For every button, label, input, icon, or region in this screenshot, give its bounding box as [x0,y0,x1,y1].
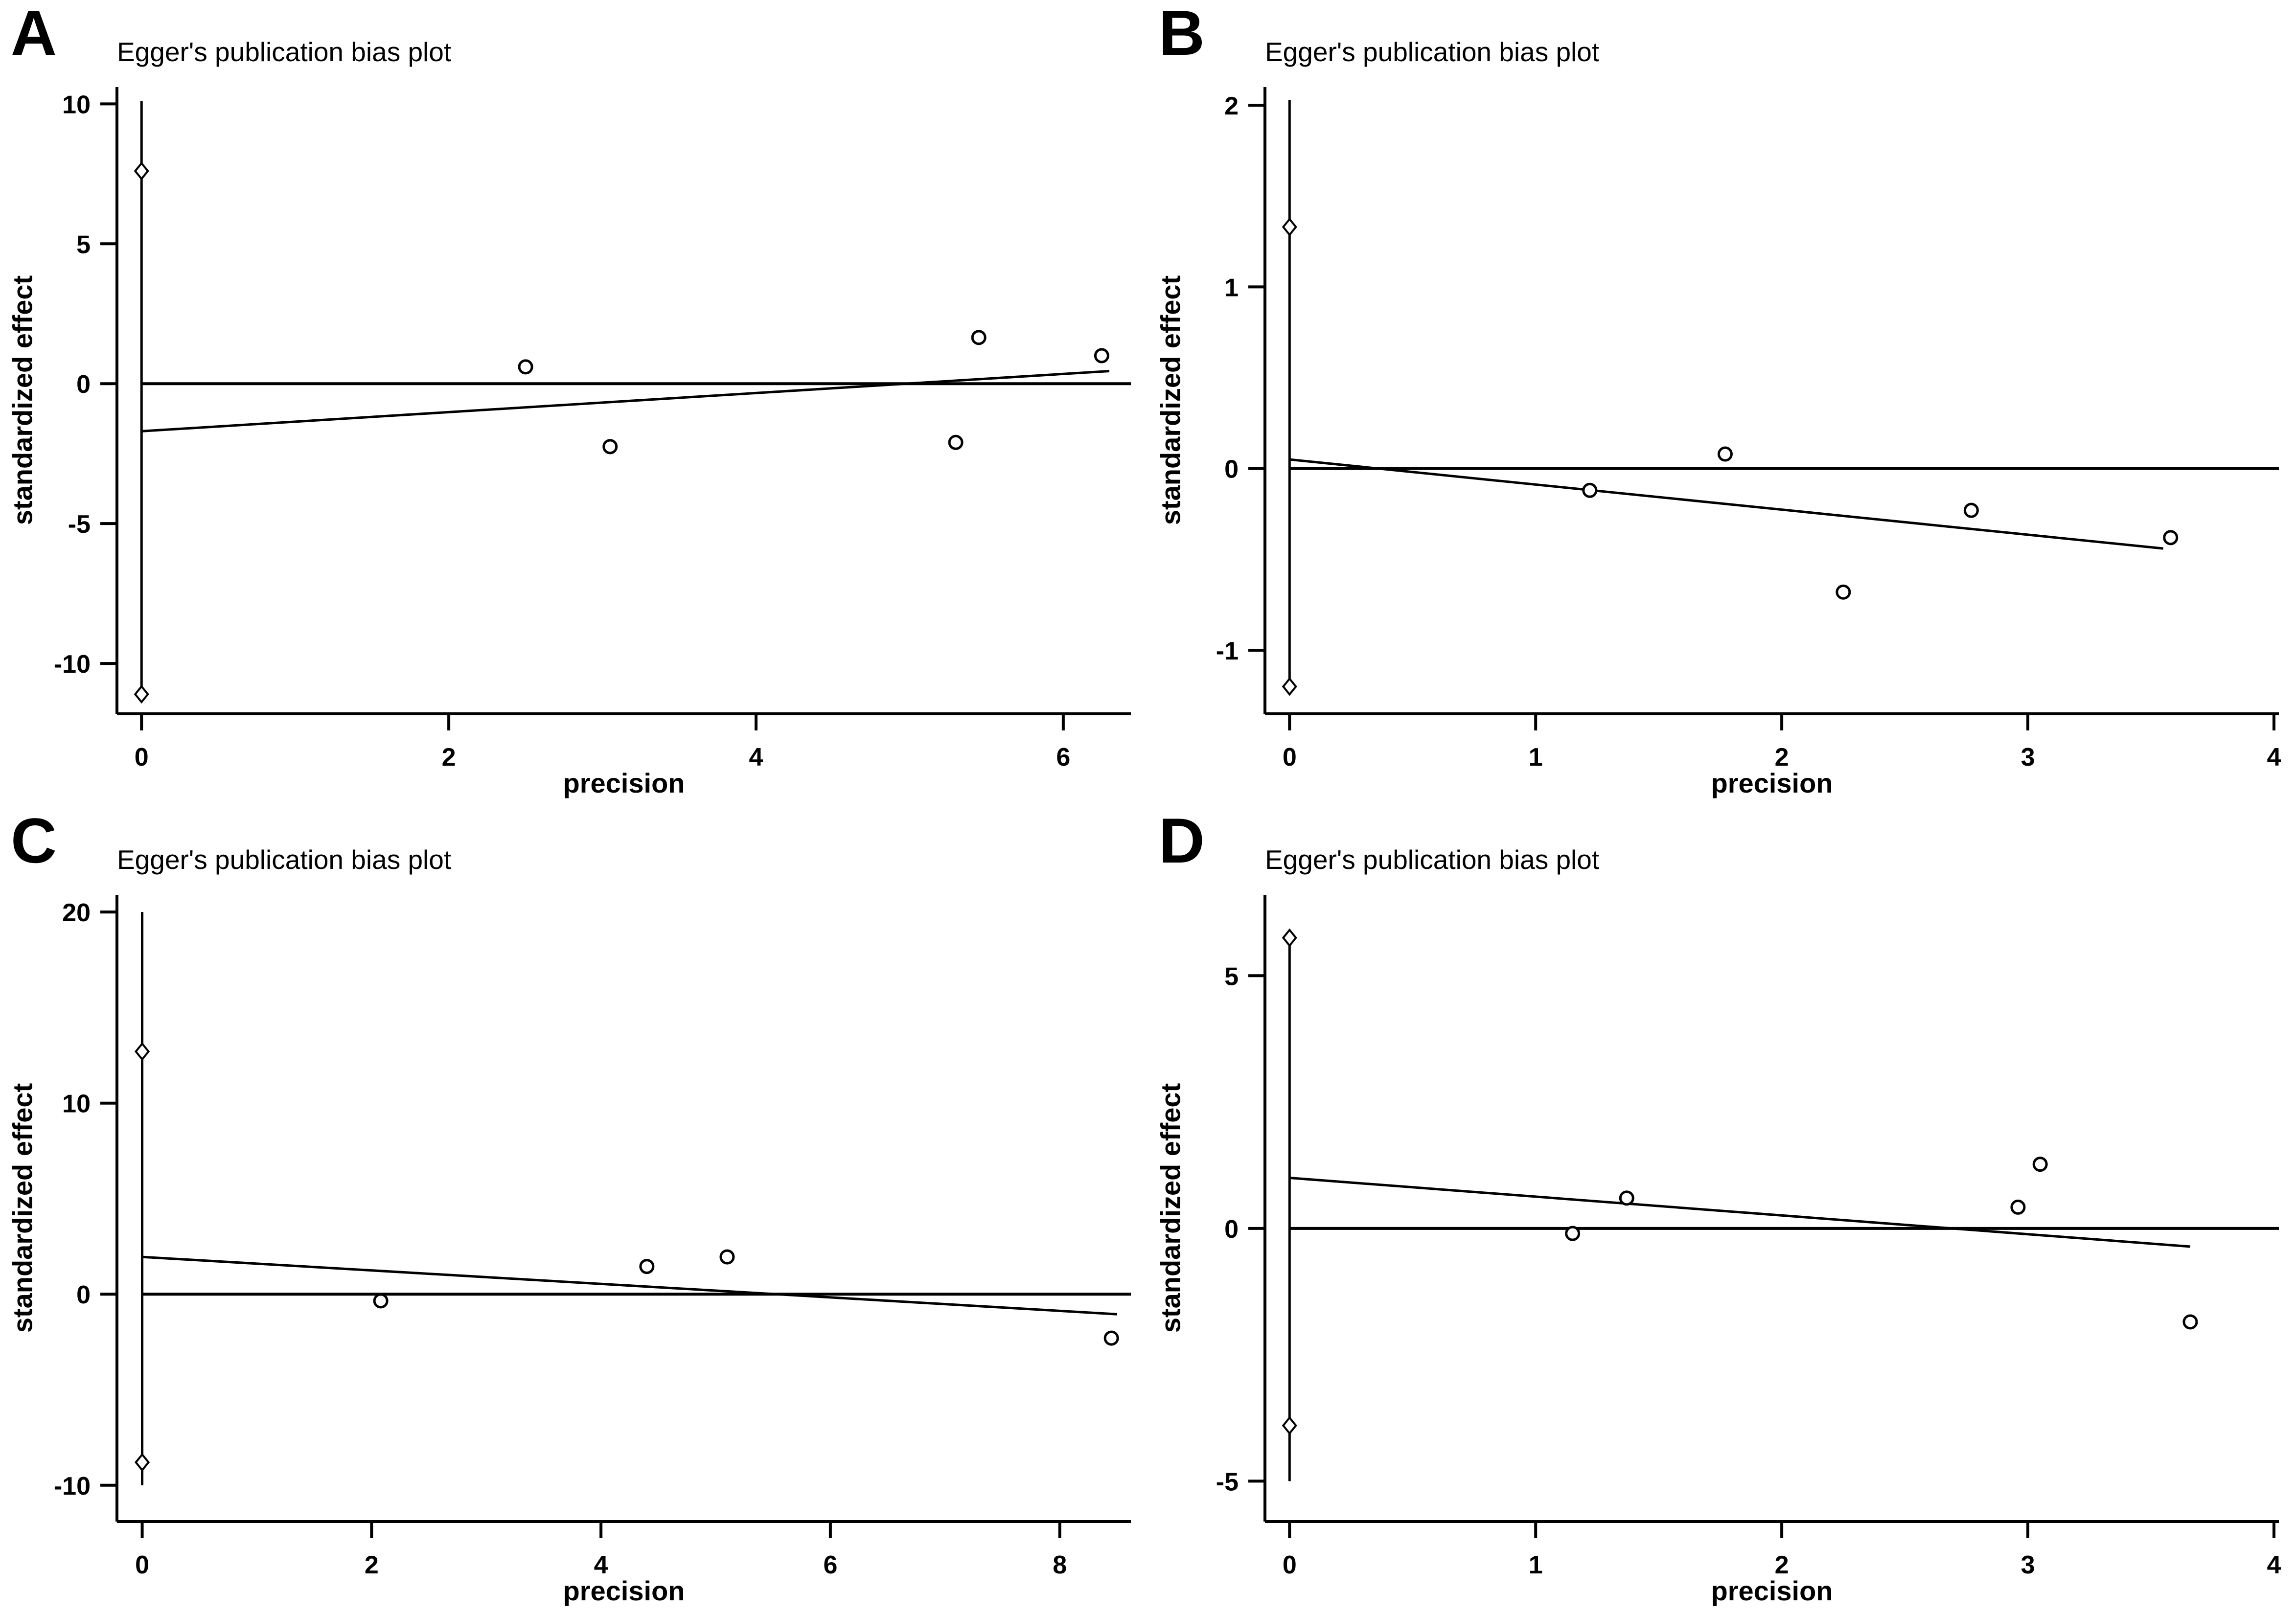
data-point [948,434,964,450]
data-point [602,439,618,455]
data-point [2182,1314,2198,1330]
data-point [719,1249,735,1265]
panel-label-a: A [11,0,57,68]
data-point [2163,530,2179,546]
x-tick-label: 1 [1529,743,1543,772]
egger-plot-a: -10 -5 0 5 10 0 2 4 6 [54,87,1131,772]
chart-title-a: Egger's publication bias plot [117,37,452,67]
data-point [1619,1190,1634,1206]
data-point [1094,348,1109,364]
y-tick-label: 20 [62,899,91,927]
ci-diamond-marker [134,161,149,181]
x-tick-label: 0 [1283,1551,1297,1579]
y-tick-label: 0 [1224,455,1239,484]
y-tick-label: -1 [1216,637,1239,665]
y-tick-label: -10 [54,650,91,679]
x-tick-label: 0 [1283,743,1297,772]
panel-label-b: B [1159,0,1205,68]
data-point [1565,1226,1581,1241]
egger-regression-line [142,1255,1118,1316]
ci-diamond-marker [134,684,149,704]
panel-d: D Egger's publication bias plot standard… [1148,808,2296,1615]
x-axis-title-d: precision [1711,1575,1833,1606]
y-tick-label: 0 [76,370,91,399]
x-tick-label: 4 [594,1551,608,1579]
y-tick-label: 5 [76,230,91,259]
y-tick-label: 1 [1224,273,1239,302]
panel-a: A Egger's publication bias plot standard… [0,0,1148,807]
x-tick-label: 3 [2021,743,2035,772]
x-tick-label: 1 [1529,1551,1543,1579]
x-tick-label: 6 [823,1551,837,1579]
panel-b: B Egger's publication bias plot standard… [1148,0,2296,807]
y-tick-label: 2 [1224,92,1239,120]
x-tick-label: 8 [1053,1551,1067,1579]
data-point [1103,1330,1119,1346]
egger-plot-d: -5 0 5 0 1 2 3 4 [1216,895,2281,1579]
x-tick-label: 4 [749,743,763,772]
x-tick-label: 2 [365,1551,379,1579]
data-point [971,330,987,345]
data-point [2010,1199,2026,1215]
y-tick-label: -5 [1216,1468,1239,1496]
data-point [518,359,533,375]
y-tick-label: 0 [1224,1215,1239,1244]
x-tick-label: 4 [2267,743,2281,772]
ci-diamond-marker [1282,928,1297,947]
egger-plot-c: -10 0 10 20 0 2 4 6 8 [54,895,1131,1579]
x-tick-label: 2 [1775,743,1789,772]
x-tick-label: 3 [2021,1551,2035,1579]
data-point [1717,446,1733,462]
x-tick-label: 0 [135,743,149,772]
y-tick-label: 5 [1224,962,1239,991]
panel-c: C Egger's publication bias plot standard… [0,808,1148,1615]
x-tick-label: 0 [135,1551,149,1579]
data-point [639,1259,655,1274]
x-tick-label: 2 [1775,1551,1789,1579]
x-tick-label: 6 [1056,743,1070,772]
ci-diamond-marker [1282,1416,1297,1435]
ci-diamond-marker [1282,677,1297,696]
y-tick-label: 0 [76,1281,91,1309]
egger-regression-line [141,369,1110,432]
ci-diamond-marker [134,1042,150,1061]
chart-title-b: Egger's publication bias plot [1265,37,1600,67]
egger-regression-line [1289,1177,2191,1248]
egger-regression-line [1289,458,2163,550]
data-point [1963,502,1979,518]
data-point [1582,482,1598,498]
data-point [2032,1157,2048,1172]
data-point [1836,584,1851,600]
x-axis-title-c: precision [563,1575,685,1606]
y-tick-label: 10 [62,91,91,119]
y-tick-label: 10 [62,1090,91,1118]
y-tick-label: -5 [68,510,91,539]
chart-title-c: Egger's publication bias plot [117,844,452,875]
x-tick-label: 4 [2267,1551,2281,1579]
y-tick-label: -10 [54,1472,91,1501]
ci-diamond-marker [1282,217,1297,237]
chart-title-d: Egger's publication bias plot [1265,844,1600,875]
x-tick-label: 2 [442,743,456,772]
data-point [373,1293,389,1309]
ci-diamond-marker [134,1453,150,1472]
x-axis-title-b: precision [1711,768,1833,798]
panel-label-c: C [11,805,57,876]
egger-plot-b: -1 0 1 2 0 1 2 3 4 [1216,87,2281,772]
panel-label-d: D [1159,805,1205,876]
x-axis-title-a: precision [563,768,685,798]
